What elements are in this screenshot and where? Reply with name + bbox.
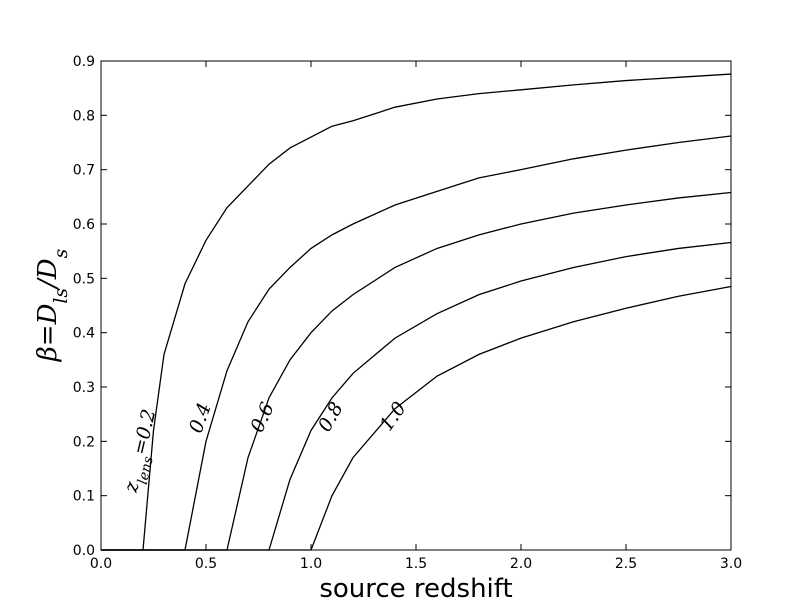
x-tick-label: 2.0	[510, 556, 532, 572]
curve-label: zlens=0.2	[120, 407, 167, 497]
data-line	[101, 135, 732, 551]
y-tick-label: 0.3	[73, 380, 95, 396]
y-tick-label: 0.1	[73, 489, 95, 505]
curve-label: 1.0	[375, 398, 410, 435]
x-tick-label: 0.0	[90, 556, 112, 572]
data-line	[101, 241, 732, 551]
y-axis-label: β=Dls/Ds	[33, 249, 72, 362]
y-tick-label: 0.2	[73, 434, 95, 450]
x-tick-label: 1.0	[300, 556, 322, 572]
x-axis-label: source redshift	[319, 574, 512, 604]
x-tick-label: 3.0	[720, 556, 742, 572]
y-tick-label: 0.7	[73, 163, 95, 179]
y-tick-label: 0.9	[73, 54, 95, 70]
y-tick-label: 0.5	[73, 271, 95, 287]
data-line	[101, 73, 732, 551]
y-tick-label: 0.0	[73, 543, 95, 559]
curve-label: 0.8	[314, 398, 348, 435]
data-line	[101, 285, 732, 551]
x-tick-label: 1.5	[405, 556, 427, 572]
x-tick-label: 0.5	[195, 556, 217, 572]
curve-label: 0.6	[246, 399, 279, 436]
x-tick-label: 2.5	[615, 556, 637, 572]
curve-label: 0.4	[185, 400, 216, 436]
y-tick-label: 0.4	[73, 326, 95, 342]
y-tick-label: 0.6	[73, 217, 95, 233]
y-tick-label: 0.8	[73, 108, 95, 124]
